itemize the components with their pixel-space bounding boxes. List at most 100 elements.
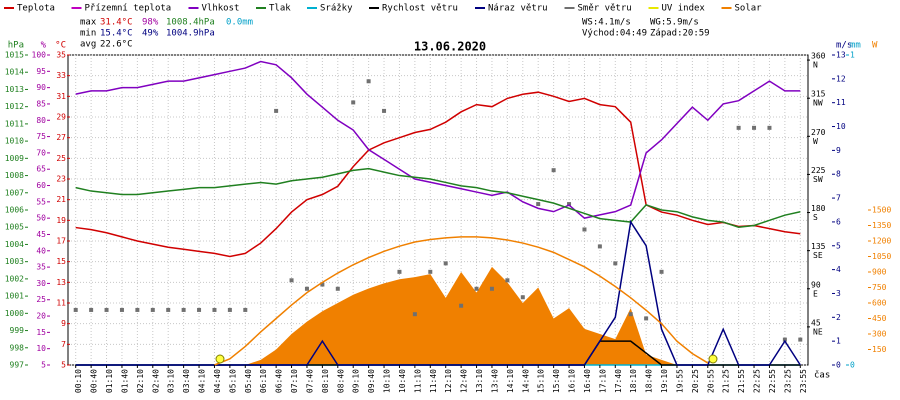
point: [474, 286, 479, 291]
y-tick-label: 1001: [5, 292, 24, 301]
x-tick-label: 10:10: [383, 369, 392, 393]
line: [214, 236, 709, 366]
x-tick-label: 08:40: [336, 369, 345, 393]
x-tick-label: 23:25: [783, 369, 792, 393]
y-tick-label: 11: [56, 299, 66, 308]
x-tick-label: 11:40: [429, 369, 438, 393]
point: [150, 307, 155, 312]
x-tick-label: 07:40: [305, 369, 314, 393]
x-tick-label: 05:10: [228, 369, 237, 393]
y-tick-label: 35: [56, 51, 66, 60]
stat: max: [80, 18, 97, 28]
x-tick-label: 07:10: [290, 369, 299, 393]
axis-unit: m/s: [836, 41, 852, 51]
y-tick-label: 23: [56, 175, 66, 184]
y-tick-label: 1200: [872, 237, 891, 246]
x-tick-label: 03:40: [182, 369, 191, 393]
point: [366, 79, 371, 84]
y-tick-label: 997: [10, 361, 25, 370]
axis-unit: °C: [55, 41, 66, 51]
point: [628, 312, 633, 317]
y-tick-label: 1000: [5, 309, 24, 318]
x-axis-label: čas: [814, 370, 830, 381]
point: [304, 286, 309, 291]
point: [227, 307, 232, 312]
x-tick-label: 13:40: [490, 369, 499, 393]
y-tick-label: 998: [10, 343, 25, 352]
y-tick-label: 450: [872, 314, 887, 323]
point: [505, 278, 510, 283]
y-tick-label: 13: [836, 51, 846, 60]
y-tick-label: 10: [836, 122, 846, 131]
y-tick-label: 60: [36, 181, 46, 190]
x-tick-label: 18:40: [645, 369, 654, 393]
y-tick-label: 15: [36, 328, 46, 337]
y-tick-label: N: [813, 61, 818, 70]
y-tick-label: 900: [872, 268, 887, 277]
y-tick-label: W: [813, 137, 818, 146]
point: [119, 307, 124, 312]
point: [382, 108, 387, 113]
axis-unit: %: [41, 41, 47, 51]
point: [459, 303, 464, 308]
x-tick-label: 02:10: [136, 369, 145, 393]
axis-unit: W: [872, 41, 878, 51]
point: [752, 125, 757, 130]
y-tick-label: 80: [36, 116, 46, 125]
point: [536, 202, 541, 207]
y-tick-label: 7: [61, 340, 66, 349]
point: [520, 295, 525, 300]
legend-label: Vlhkost: [202, 4, 240, 14]
y-tick-label: 1010: [5, 137, 24, 146]
x-tick-label: 02:40: [151, 369, 160, 393]
y-tick-label: 5: [41, 361, 46, 370]
y-tick-label: 1007: [5, 188, 24, 197]
y-tick-label: 150: [872, 345, 887, 354]
legend-label: UV index: [662, 4, 706, 14]
y-tick-label: 135: [811, 242, 826, 251]
y-tick-label: 40: [36, 246, 46, 255]
y-tick-label: 33: [56, 71, 66, 80]
stat: 22.6°C: [100, 40, 133, 50]
y-tick-label: 7: [836, 194, 841, 203]
point: [197, 307, 202, 312]
legend-label: Přízemní teplota: [85, 4, 172, 14]
y-tick-label: 45: [36, 230, 46, 239]
x-tick-label: 09:10: [352, 369, 361, 393]
line: [75, 219, 801, 366]
stat: 98%: [142, 18, 159, 28]
point: [736, 125, 741, 130]
y-tick-label: 6: [836, 217, 841, 226]
y-tick-label: 2: [836, 313, 841, 322]
y-tick-label: 1: [836, 337, 841, 346]
stat: 1008.4hPa: [166, 18, 215, 28]
x-tick-label: 12:10: [444, 369, 453, 393]
y-tick-label: SE: [813, 251, 823, 260]
point: [798, 337, 803, 342]
sunset-marker: [708, 354, 718, 364]
x-tick-label: 06:40: [275, 369, 284, 393]
x-tick-label: 20:55: [706, 369, 715, 393]
point: [289, 278, 294, 283]
y-tick-label: 1004: [5, 240, 24, 249]
y-tick-label: 0: [850, 361, 855, 370]
y-tick-label: 35: [36, 263, 46, 272]
y-tick-label: 95: [36, 67, 46, 76]
y-tick-label: 20: [36, 312, 46, 321]
legend-label: Náraz větru: [488, 4, 548, 14]
x-tick-label: 15:40: [552, 369, 561, 393]
axis-unit: mm: [850, 41, 861, 51]
x-tick-label: 17:10: [598, 369, 607, 393]
plot: [68, 54, 808, 366]
y-tick-label: 180: [811, 204, 826, 213]
x-tick-label: 04:40: [213, 369, 222, 393]
stat: 49%: [142, 29, 159, 39]
y-tick-label: 1011: [5, 119, 24, 128]
x-tick-label: 00:40: [90, 369, 99, 393]
y-tick-label: 45: [811, 318, 821, 327]
x-tick-label: 01:10: [105, 369, 114, 393]
x-tick-label: 23:55: [799, 369, 808, 393]
y-tick-label: 1003: [5, 257, 24, 266]
y-tick-label: 100: [32, 51, 47, 60]
y-tick-label: 4: [836, 265, 841, 274]
